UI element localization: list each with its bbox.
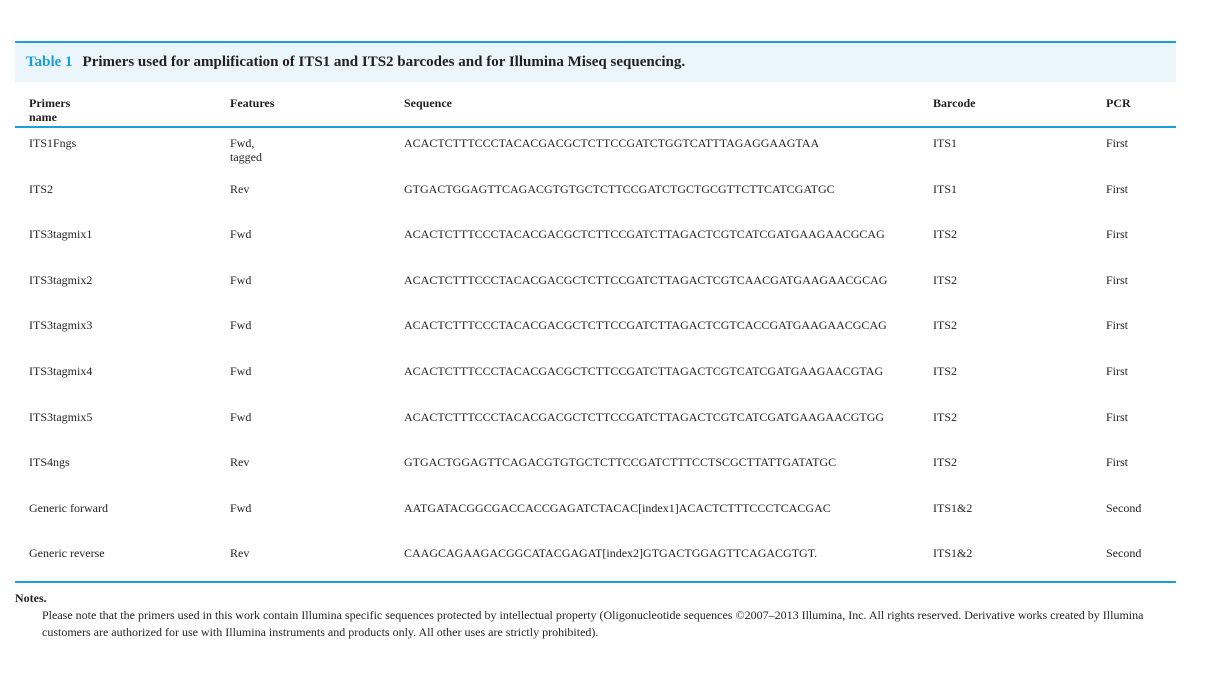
primers-table-container: Table 1 Primers used for amplification o…	[15, 41, 1176, 584]
cell-sequence: ACACTCTTTCCCTACACGACGCTCTTCCGATCTTAGACTC…	[404, 409, 885, 424]
cell-pcr: Second	[1106, 500, 1142, 515]
header-features: Features	[230, 96, 275, 110]
cell-pcr: First	[1106, 181, 1129, 196]
header-pcr: PCR	[1106, 96, 1131, 110]
notes-text: Please note that the primers used in thi…	[42, 608, 1144, 639]
cell-sequence: CAAGCAGAAGACGGCATACGAGAT[index2]GTGACTGG…	[404, 546, 818, 561]
cell-primer-name: ITS3tagmix2	[29, 272, 93, 287]
table-notes: Notes. Please note that the primers used…	[15, 590, 1180, 641]
cell-primer-name: ITS3tagmix5	[29, 409, 93, 424]
notes-label: Notes.	[15, 591, 47, 605]
cell-pcr: First	[1106, 363, 1129, 378]
table-row: Generic forward Fwd AATGATACGGCGACCACCGA…	[15, 493, 1176, 539]
table-row: ITS3tagmix4 Fwd ACACTCTTTCCCTACACGACGCTC…	[15, 356, 1176, 402]
cell-primer-name: ITS3tagmix4	[29, 363, 93, 378]
cell-primer-name: ITS1Fngs	[29, 136, 77, 150]
cell-features: Rev	[230, 546, 250, 561]
cell-barcode: ITS2	[933, 272, 957, 287]
cell-sequence: ACACTCTTTCCCTACACGACGCTCTTCCGATCTTAGACTC…	[404, 363, 884, 378]
table-row: ITS2 Rev GTGACTGGAGTTCAGACGTGTGCTCTTCCGA…	[15, 174, 1176, 220]
cell-pcr: First	[1106, 318, 1129, 333]
cell-features: Fwd	[230, 500, 252, 515]
cell-features: Fwd	[230, 363, 252, 378]
cell-barcode: ITS2	[933, 227, 957, 242]
cell-sequence: ACACTCTTTCCCTACACGACGCTCTTCCGATCTTAGACTC…	[404, 272, 888, 287]
header-primers-name: Primers name	[29, 96, 71, 124]
header-sequence: Sequence	[404, 96, 452, 110]
table-row: ITS3tagmix2 Fwd ACACTCTTTCCCTACACGACGCTC…	[15, 265, 1176, 311]
cell-features: Fwd	[230, 318, 252, 333]
cell-features: Rev	[230, 455, 250, 470]
table-row: ITS3tagmix5 Fwd ACACTCTTTCCCTACACGACGCTC…	[15, 402, 1176, 448]
table-row: ITS1Fngs Fwd, tagged ACACTCTTTCCCTACACGA…	[15, 127, 1176, 174]
header-barcode: Barcode	[933, 96, 976, 110]
cell-features: Fwd	[230, 272, 252, 287]
cell-pcr: First	[1106, 227, 1129, 242]
cell-sequence: GTGACTGGAGTTCAGACGTGTGCTCTTCCGATCTTTCCTS…	[404, 455, 837, 470]
cell-sequence: ACACTCTTTCCCTACACGACGCTCTTCCGATCTTAGACTC…	[404, 318, 887, 333]
cell-features: Fwd	[230, 409, 252, 424]
cell-primer-name: ITS3tagmix3	[29, 318, 93, 333]
cell-features: Rev	[230, 181, 250, 196]
primers-table: Primers name Features Sequence Barcode P…	[15, 82, 1176, 581]
table-row: ITS3tagmix1 Fwd ACACTCTTTCCCTACACGACGCTC…	[15, 219, 1176, 265]
cell-sequence: ACACTCTTTCCCTACACGACGCTCTTCCGATCTGGTCATT…	[404, 136, 820, 150]
table-bottom-rule	[15, 581, 1176, 584]
cell-primer-name: Generic forward	[29, 500, 108, 515]
cell-sequence: ACACTCTTTCCCTACACGACGCTCTTCCGATCTTAGACTC…	[404, 227, 885, 242]
cell-primer-name: ITS4ngs	[29, 455, 70, 470]
cell-sequence: GTGACTGGAGTTCAGACGTGTGCTCTTCCGATCTGCTGCG…	[404, 181, 835, 196]
cell-barcode: ITS1	[933, 136, 957, 150]
cell-pcr: First	[1106, 136, 1129, 150]
cell-primer-name: Generic reverse	[29, 546, 105, 561]
cell-features: Fwd	[230, 227, 252, 242]
table-label: Table 1	[26, 54, 73, 70]
cell-pcr: Second	[1106, 546, 1142, 561]
cell-barcode: ITS1&2	[933, 500, 973, 515]
cell-barcode: ITS2	[933, 363, 957, 378]
table-title: Primers used for amplification of ITS1 a…	[82, 54, 686, 70]
cell-barcode: ITS1	[933, 181, 957, 196]
table-caption: Table 1 Primers used for amplification o…	[15, 41, 1176, 82]
table-row: ITS4ngs Rev GTGACTGGAGTTCAGACGTGTGCTCTTC…	[15, 447, 1176, 493]
cell-pcr: First	[1106, 409, 1129, 424]
cell-barcode: ITS2	[933, 455, 957, 470]
cell-primer-name: ITS3tagmix1	[29, 227, 93, 242]
cell-barcode: ITS2	[933, 318, 957, 333]
cell-barcode: ITS2	[933, 409, 957, 424]
cell-sequence: AATGATACGGCGACCACCGAGATCTACAC[index1]ACA…	[404, 500, 831, 515]
cell-features: Fwd, tagged	[230, 136, 262, 164]
table-row: ITS3tagmix3 Fwd ACACTCTTTCCCTACACGACGCTC…	[15, 310, 1176, 356]
table-row: Generic reverse Rev CAAGCAGAAGACGGCATACG…	[15, 538, 1176, 581]
cell-pcr: First	[1106, 272, 1129, 287]
cell-pcr: First	[1106, 455, 1129, 470]
table-header-row: Primers name Features Sequence Barcode P…	[15, 82, 1176, 127]
cell-barcode: ITS1&2	[933, 546, 973, 561]
cell-primer-name: ITS2	[29, 181, 53, 196]
